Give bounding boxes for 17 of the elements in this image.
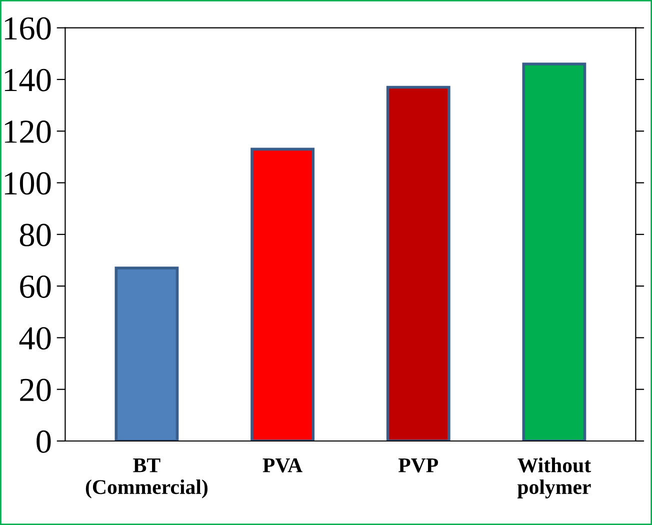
x-tick-label: PVP (398, 458, 438, 472)
x-tick-label: PVA (262, 458, 302, 472)
y-tick-label: 60 (20, 275, 51, 298)
bar (386, 86, 450, 441)
y-tick-label: 80 (20, 224, 51, 246)
y-tick-label: 40 (19, 327, 51, 350)
x-tick-label: BT (Commercial) (86, 458, 208, 498)
bar (250, 148, 314, 441)
y-tick-label: 120 (4, 120, 51, 144)
y-tick-label: 160 (4, 17, 51, 40)
y-tick-label: 0 (36, 430, 51, 453)
y-tick-label: 140 (4, 68, 51, 92)
x-tick-label: Without polymer (517, 458, 591, 498)
bar (522, 62, 586, 441)
bar (114, 266, 179, 441)
y-tick-label: 100 (4, 172, 51, 195)
y-tick-label: 20 (20, 378, 51, 402)
